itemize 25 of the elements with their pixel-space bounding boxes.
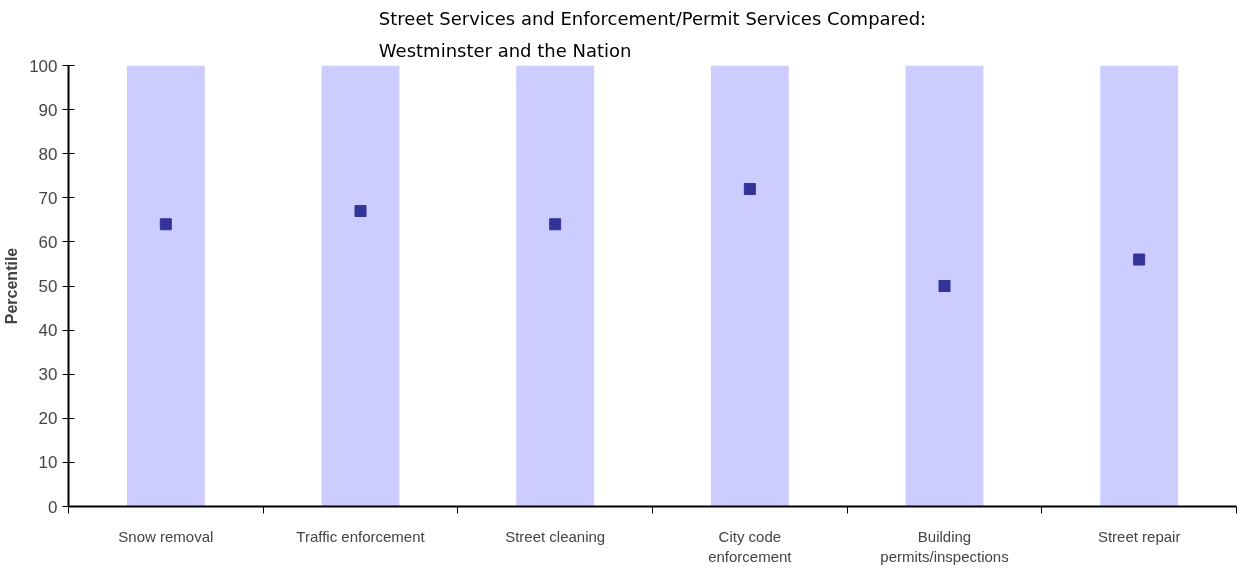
point xyxy=(354,205,367,218)
point xyxy=(743,182,756,195)
y-tick-label: 90 xyxy=(38,100,58,120)
x-tick-label: Street cleaning xyxy=(505,527,606,545)
point xyxy=(1133,253,1146,266)
y-tick-label: 40 xyxy=(38,321,58,341)
x-tick-label: City code enforcement xyxy=(708,527,793,565)
y-tick-label: 100 xyxy=(29,56,58,76)
y-tick-label: 50 xyxy=(38,277,58,296)
y-tick-label: 80 xyxy=(38,144,58,164)
y-tick-label: 30 xyxy=(38,365,58,385)
y-tick-label: 0 xyxy=(48,497,58,517)
x-tick-label: Building permits/inspections xyxy=(880,527,1009,565)
point xyxy=(549,218,562,231)
y-tick-label: 60 xyxy=(38,232,58,252)
y-tick-label: 20 xyxy=(38,409,58,429)
y-axis-title: Percentile xyxy=(3,247,21,325)
x-tick-label: Street repair xyxy=(1097,527,1181,545)
y-tick-label: 10 xyxy=(38,453,58,473)
x-tick-label: Traffic enforcement xyxy=(296,527,426,545)
point xyxy=(938,280,951,292)
point xyxy=(159,218,172,231)
chart-title: Street Services and Enforcement/Permit Services Compared: Westminster and the Nation xyxy=(378,8,927,61)
x-tick-label: Snow removal xyxy=(118,527,214,545)
y-tick-label: 70 xyxy=(38,188,58,208)
